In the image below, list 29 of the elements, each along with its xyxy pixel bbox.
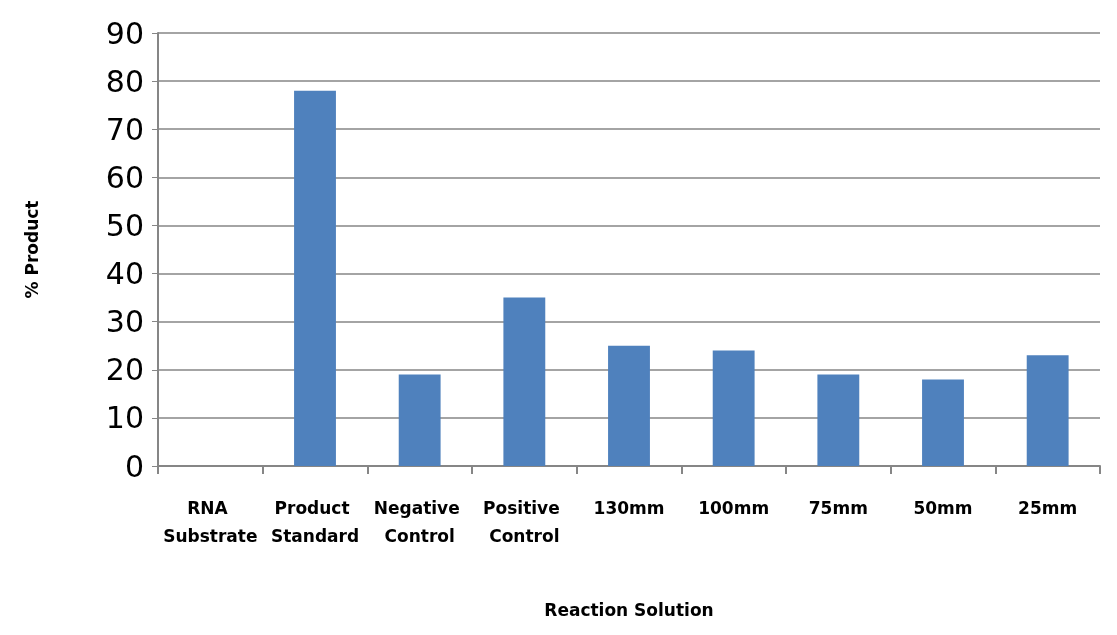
x-tick-label: 50mm	[913, 498, 973, 518]
bar	[503, 297, 546, 466]
x-tick-label: 25mm	[1018, 498, 1078, 518]
y-tick-label: 50	[105, 207, 144, 243]
y-tick-label: 60	[105, 159, 144, 195]
x-tick-label: 100mm	[698, 498, 770, 518]
x-tick-label: Product Standard	[270, 498, 360, 546]
x-tick-label: 130mm	[593, 498, 665, 518]
x-axis-title: Reaction Solution	[544, 599, 714, 620]
bar	[712, 350, 755, 466]
bar	[398, 374, 441, 466]
y-tick-label: 0	[124, 448, 144, 484]
x-tick-label: RNA Substrate	[163, 498, 258, 546]
y-tick-label: 40	[105, 256, 144, 292]
y-tick-label: 70	[105, 111, 144, 147]
y-tick-label: 10	[105, 400, 144, 436]
bar	[922, 379, 964, 466]
y-tick-label: 20	[105, 352, 144, 388]
bar	[608, 345, 650, 466]
y-tick-label: 30	[105, 304, 144, 340]
y-tick-label: 80	[105, 63, 144, 99]
x-tick-label: 75mm	[808, 498, 868, 518]
x-tick-label: Negative Control	[373, 498, 466, 546]
y-tick-label: 90	[105, 15, 144, 51]
bar	[1026, 355, 1069, 466]
bar	[817, 374, 860, 466]
bar	[294, 90, 336, 466]
x-tick-label: Positive Control	[483, 498, 566, 546]
y-axis-title: % Product	[21, 200, 42, 299]
